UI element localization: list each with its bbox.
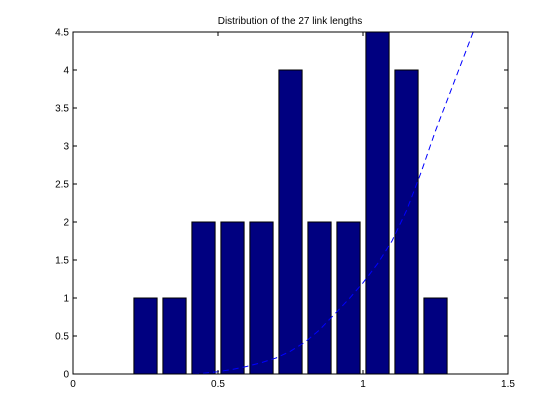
- bar-10: [423, 297, 448, 375]
- y-tick-label-0: 0: [63, 370, 69, 381]
- chart-title: Distribution of the 27 link lengths: [218, 16, 363, 27]
- x-ticks: 0 0.5 1 1.5: [70, 32, 515, 390]
- bar-7: [336, 221, 361, 375]
- y-tick-label-9: 4.5: [55, 28, 69, 39]
- x-tick-label-3: 1.5: [501, 379, 515, 390]
- x-tick-label-0: 0: [70, 379, 76, 390]
- bar-6: [307, 221, 332, 375]
- bar-4: [249, 221, 274, 375]
- y-ticks: 0 0.5 1 1.5 2 2.5 3 3.5 4 4.5: [55, 28, 508, 381]
- y-tick-label-4: 2: [63, 218, 69, 229]
- y-tick-label-5: 2.5: [55, 180, 69, 191]
- x-tick-label-1: 0.5: [211, 379, 225, 390]
- bar-5: [278, 69, 303, 375]
- axes-box: [72, 31, 509, 375]
- bar-3: [220, 221, 245, 375]
- bar-9: [394, 69, 419, 375]
- y-tick-label-2: 1: [63, 294, 69, 305]
- bar-2: [191, 221, 216, 375]
- y-tick-label-8: 4: [63, 66, 69, 77]
- y-tick-label-7: 3.5: [55, 104, 69, 115]
- y-tick-label-1: 0.5: [55, 332, 69, 343]
- bar-8: [365, 31, 390, 375]
- bar-0: [133, 297, 158, 375]
- x-tick-label-2: 1: [360, 379, 366, 390]
- y-tick-label-3: 1.5: [55, 256, 69, 267]
- bar-1: [162, 297, 187, 375]
- bars-group: [133, 31, 448, 375]
- y-tick-label-6: 3: [63, 142, 69, 153]
